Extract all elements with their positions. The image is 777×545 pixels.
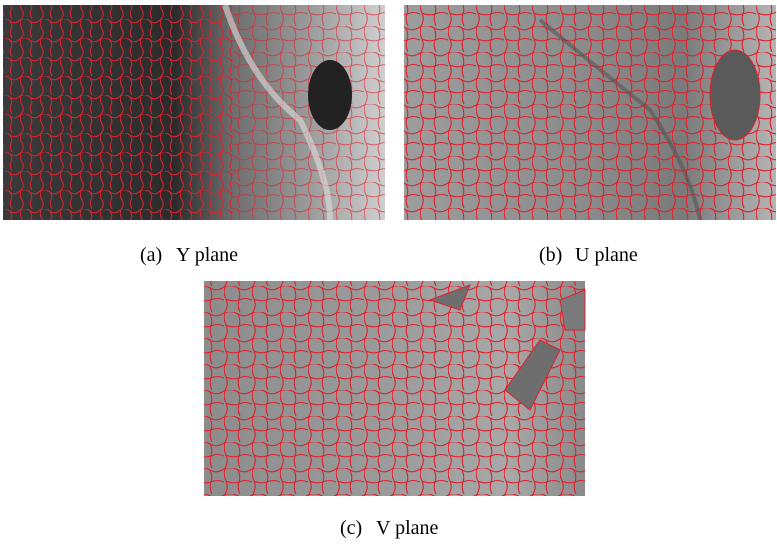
image-v-plane xyxy=(204,281,585,496)
subfigure-label: (a) xyxy=(140,244,162,266)
image-y-plane xyxy=(3,5,385,220)
subfigure-label: (c) xyxy=(340,517,362,539)
subfigure-caption: Y plane xyxy=(176,244,238,266)
image-u-plane xyxy=(404,5,776,220)
subfigure-caption: V plane xyxy=(376,517,439,539)
subfigure-caption: U plane xyxy=(575,244,638,266)
subfigure-label: (b) xyxy=(539,244,562,266)
figure: (a) Y plane (b) U plane (c) V plane xyxy=(0,0,777,545)
